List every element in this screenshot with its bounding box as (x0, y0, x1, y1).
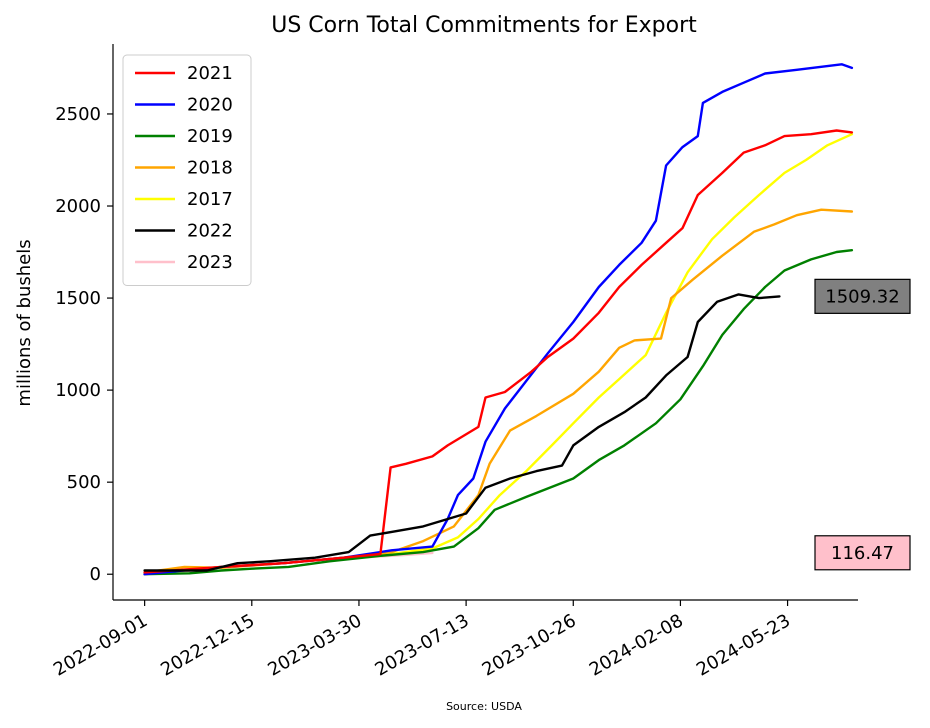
legend-label-2017: 2017 (187, 189, 233, 210)
x-tick-label: 2024-02-08 (586, 610, 687, 680)
y-tick-label: 0 (90, 564, 101, 585)
value-badge-label: 116.47 (831, 543, 894, 564)
chart-title: US Corn Total Commitments for Export (271, 13, 697, 38)
y-axis-label: millions of bushels (14, 239, 35, 406)
value-badge-box (814, 535, 911, 571)
legend: 2021 2020 2019 2018 2017 2022 2023 (122, 54, 252, 286)
series-line-2021 (143, 129, 854, 574)
source-note: Source: USDA (446, 700, 522, 713)
y-tick-label: 1500 (55, 288, 101, 309)
value-badges: 1509.32 116.47 (814, 278, 911, 571)
y-axis: 0 500 1000 1500 2000 2500 (55, 44, 114, 600)
y-tick-label: 2500 (55, 104, 101, 125)
x-tick-label: 2022-12-15 (157, 610, 258, 680)
legend-label-2020: 2020 (187, 95, 233, 116)
legend-label-2018: 2018 (187, 158, 233, 179)
value-badge-box (814, 278, 911, 314)
series-line-2020 (143, 63, 854, 576)
plot-area (143, 63, 854, 576)
series-line-2019 (143, 248, 854, 576)
value-badge-label: 1509.32 (825, 286, 899, 307)
series-line-2022 (143, 293, 781, 572)
x-tick-label: 2023-10-26 (479, 610, 580, 680)
legend-label-2019: 2019 (187, 126, 233, 147)
y-tick-label: 2000 (55, 196, 101, 217)
x-tick-label: 2023-03-30 (264, 610, 365, 680)
legend-box (122, 54, 252, 286)
legend-label-2023: 2023 (187, 252, 233, 273)
x-tick-label: 2023-07-13 (372, 610, 473, 680)
legend-label-2021: 2021 (187, 63, 233, 84)
legend-label-2022: 2022 (187, 221, 233, 242)
y-tick-label: 500 (67, 472, 101, 493)
x-tick-label: 2022-09-01 (50, 610, 151, 680)
x-tick-label: 2024-05-23 (693, 610, 794, 680)
x-axis: 2022-09-01 2022-12-15 2023-03-30 2023-07-13… (50, 599, 858, 681)
y-tick-label: 1000 (55, 380, 101, 401)
